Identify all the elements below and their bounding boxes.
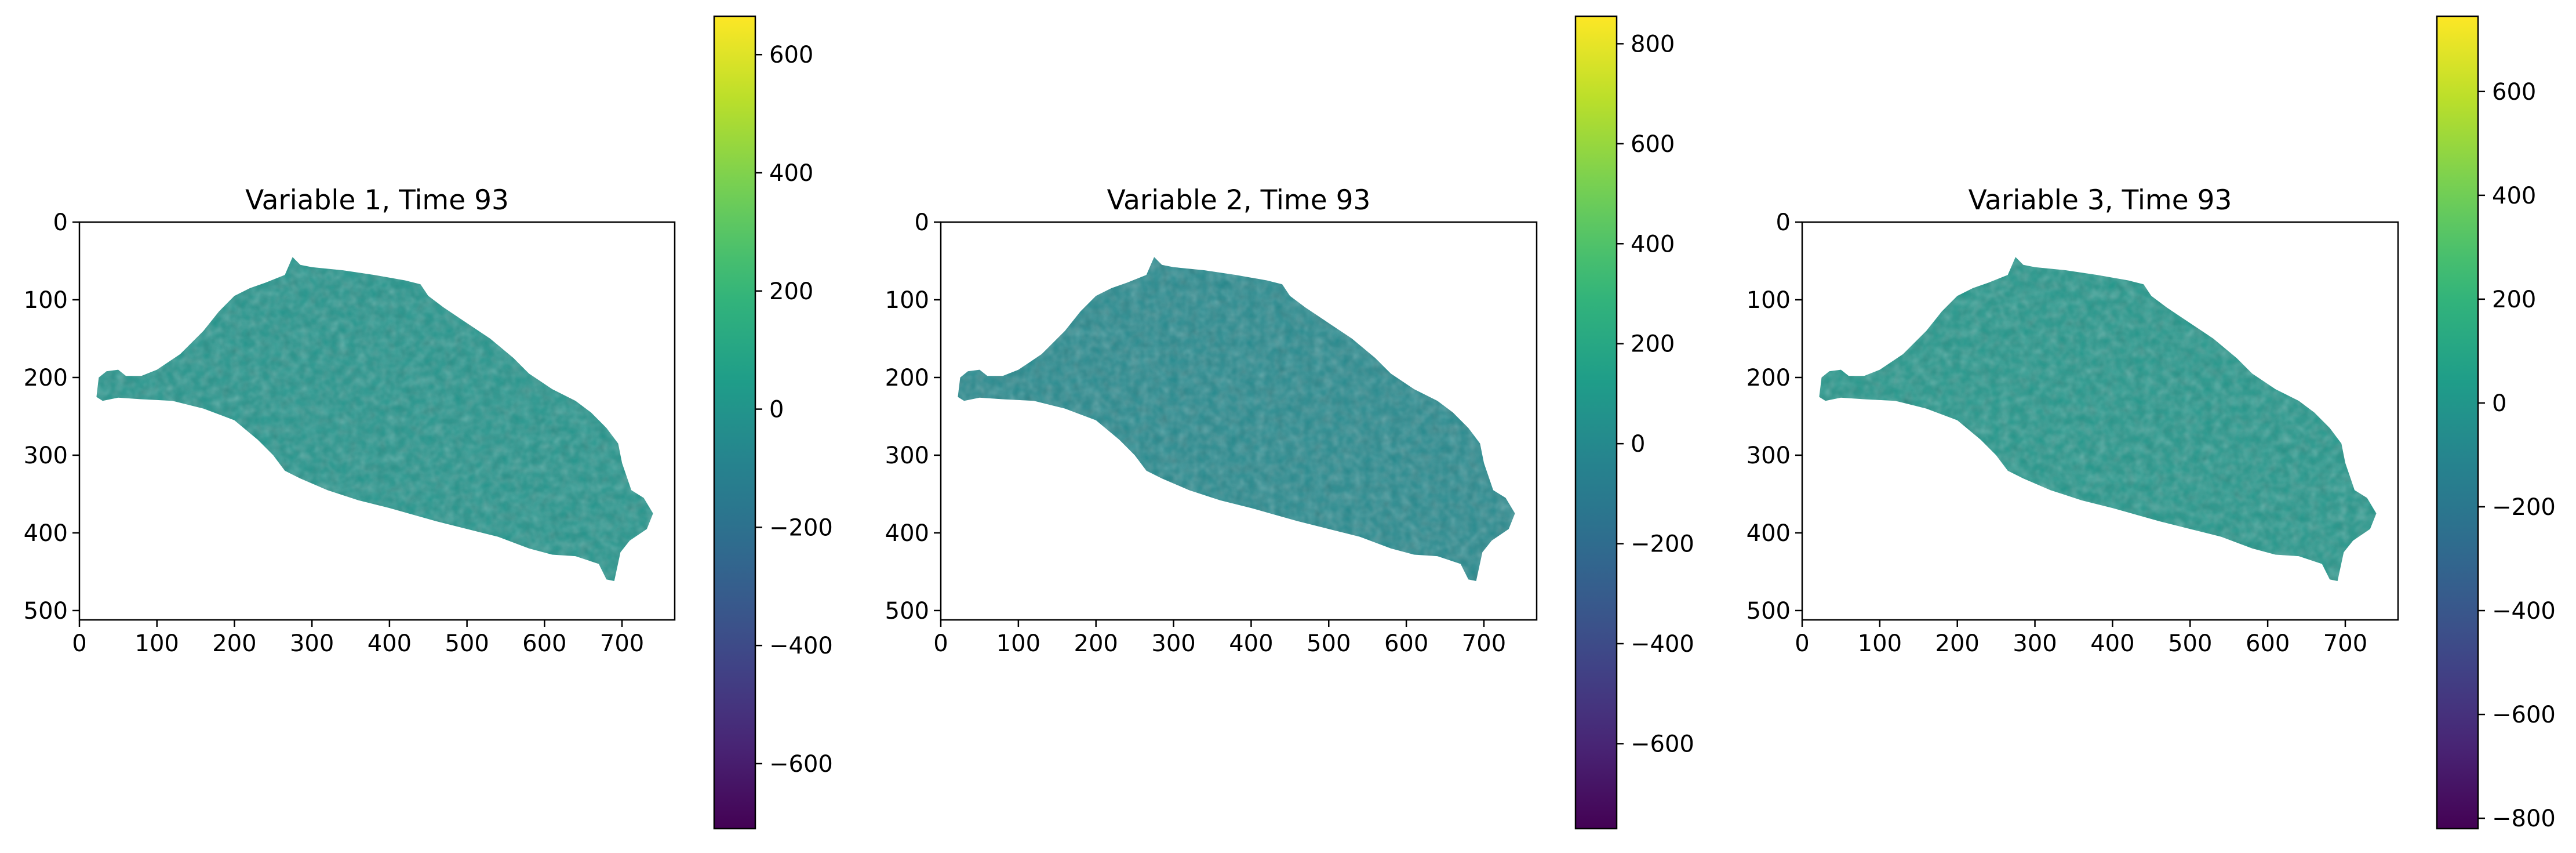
x-tick-label: 200 xyxy=(1935,630,1980,657)
colorbar-tick-label: 200 xyxy=(769,278,813,305)
x-tick-label: 500 xyxy=(445,630,489,657)
y-tick-label: 0 xyxy=(53,209,68,236)
colorbar-tick-label: −400 xyxy=(2492,598,2556,625)
x-tick-label: 600 xyxy=(2246,630,2290,657)
panel-title: Variable 2, Time 93 xyxy=(1107,184,1371,216)
colorbar-tick-label: 0 xyxy=(2492,390,2506,417)
colorbar-tick-label: 200 xyxy=(2492,286,2536,313)
colorbar: −800 −600 −400 −200 0 200 400 600 xyxy=(2436,15,2556,832)
x-tick-label: 100 xyxy=(996,630,1040,657)
x-tick-label: 0 xyxy=(72,630,86,657)
y-tick-label: 500 xyxy=(885,598,929,625)
y-tick-label: 300 xyxy=(885,442,929,469)
y-tick-label: 500 xyxy=(24,598,68,625)
y-tick-label: 100 xyxy=(885,287,929,314)
axes-frame xyxy=(1801,221,2399,621)
x-tick-label: 300 xyxy=(1151,630,1195,657)
colorbar-tick-label: 600 xyxy=(769,42,813,68)
colorbar-tick-label: 400 xyxy=(769,160,813,187)
axes-frame xyxy=(78,221,676,621)
y-tick-label: 100 xyxy=(24,287,68,314)
y-tick-label: 200 xyxy=(1747,365,1791,391)
colorbar-tick-label: 0 xyxy=(769,397,784,423)
panel-1: Variable 1, Time 93 0 100 200 300 400 500 600 70… xyxy=(24,15,833,830)
colorbar: −600 −400 −200 0 200 400 600 xyxy=(713,15,833,830)
x-tick-label: 300 xyxy=(290,630,334,657)
y-tick-label: 400 xyxy=(885,520,929,547)
colorbar-tick-label: 800 xyxy=(1631,31,1675,57)
y-tick-label: 200 xyxy=(24,365,68,391)
colorbar-frame xyxy=(713,15,756,830)
colorbar-tick-label: 400 xyxy=(2492,183,2536,209)
colorbar-tick-label: −200 xyxy=(2492,494,2556,521)
y-tick-label: 0 xyxy=(915,209,929,236)
colorbar-tick-label: −600 xyxy=(769,751,833,778)
x-tick-label: 700 xyxy=(600,630,644,657)
x-tick-label: 400 xyxy=(1229,630,1273,657)
y-tick-label: 0 xyxy=(1776,209,1791,236)
y-tick-label: 300 xyxy=(1747,442,1791,469)
x-tick-label: 400 xyxy=(368,630,412,657)
x-tick-label: 500 xyxy=(1307,630,1351,657)
colorbar-frame xyxy=(2436,15,2479,830)
x-tick-label: 600 xyxy=(522,630,566,657)
colorbar-tick-label: −600 xyxy=(1631,731,1694,757)
colorbar: −600 −400 −200 0 200 400 600 800 xyxy=(1574,15,1694,830)
x-tick-label: 200 xyxy=(212,630,256,657)
colorbar-tick-label: −800 xyxy=(2492,805,2556,832)
x-tick-label: 200 xyxy=(1074,630,1118,657)
colorbar-tick-label: −400 xyxy=(769,633,833,659)
axes-frame xyxy=(940,221,1538,621)
y-tick-label: 300 xyxy=(24,442,68,469)
colorbar-gradient xyxy=(714,16,755,829)
x-tick-label: 100 xyxy=(135,630,179,657)
panel-title: Variable 1, Time 93 xyxy=(245,184,509,216)
y-tick-label: 200 xyxy=(885,365,929,391)
y-tick-label: 400 xyxy=(24,520,68,547)
colorbar-tick-label: −600 xyxy=(2492,702,2556,728)
colorbar-tick-label: −400 xyxy=(1631,631,1694,658)
x-tick-label: 0 xyxy=(1795,630,1809,657)
x-tick-label: 700 xyxy=(2323,630,2367,657)
panel-2: Variable 2, Time 93 0 100 200 300 400 500 600 70… xyxy=(885,15,1694,830)
colorbar-frame xyxy=(1574,15,1618,830)
colorbar-gradient xyxy=(1576,16,1617,829)
x-tick-label: 0 xyxy=(933,630,948,657)
x-tick-label: 400 xyxy=(2090,630,2134,657)
colorbar-tick-label: −200 xyxy=(769,514,833,541)
colorbar-tick-label: −200 xyxy=(1631,531,1694,558)
colorbar-tick-label: 0 xyxy=(1631,431,1645,458)
y-tick-label: 400 xyxy=(1747,520,1791,547)
panel-title: Variable 3, Time 93 xyxy=(1969,184,2232,216)
y-tick-label: 100 xyxy=(1747,287,1791,314)
colorbar-tick-label: 400 xyxy=(1631,231,1675,257)
y-tick-label: 500 xyxy=(1747,598,1791,625)
x-tick-label: 100 xyxy=(1858,630,1902,657)
colorbar-tick-label: 600 xyxy=(1631,131,1675,158)
colorbar-gradient xyxy=(2437,16,2478,829)
x-tick-label: 500 xyxy=(2168,630,2212,657)
x-tick-label: 600 xyxy=(1384,630,1428,657)
colorbar-tick-label: 600 xyxy=(2492,79,2536,106)
panel-3: Variable 3, Time 93 0 100 200 300 400 500 600 70… xyxy=(1747,15,2556,832)
x-tick-label: 700 xyxy=(1462,630,1506,657)
colorbar-tick-label: 200 xyxy=(1631,331,1675,358)
x-tick-label: 300 xyxy=(2013,630,2057,657)
